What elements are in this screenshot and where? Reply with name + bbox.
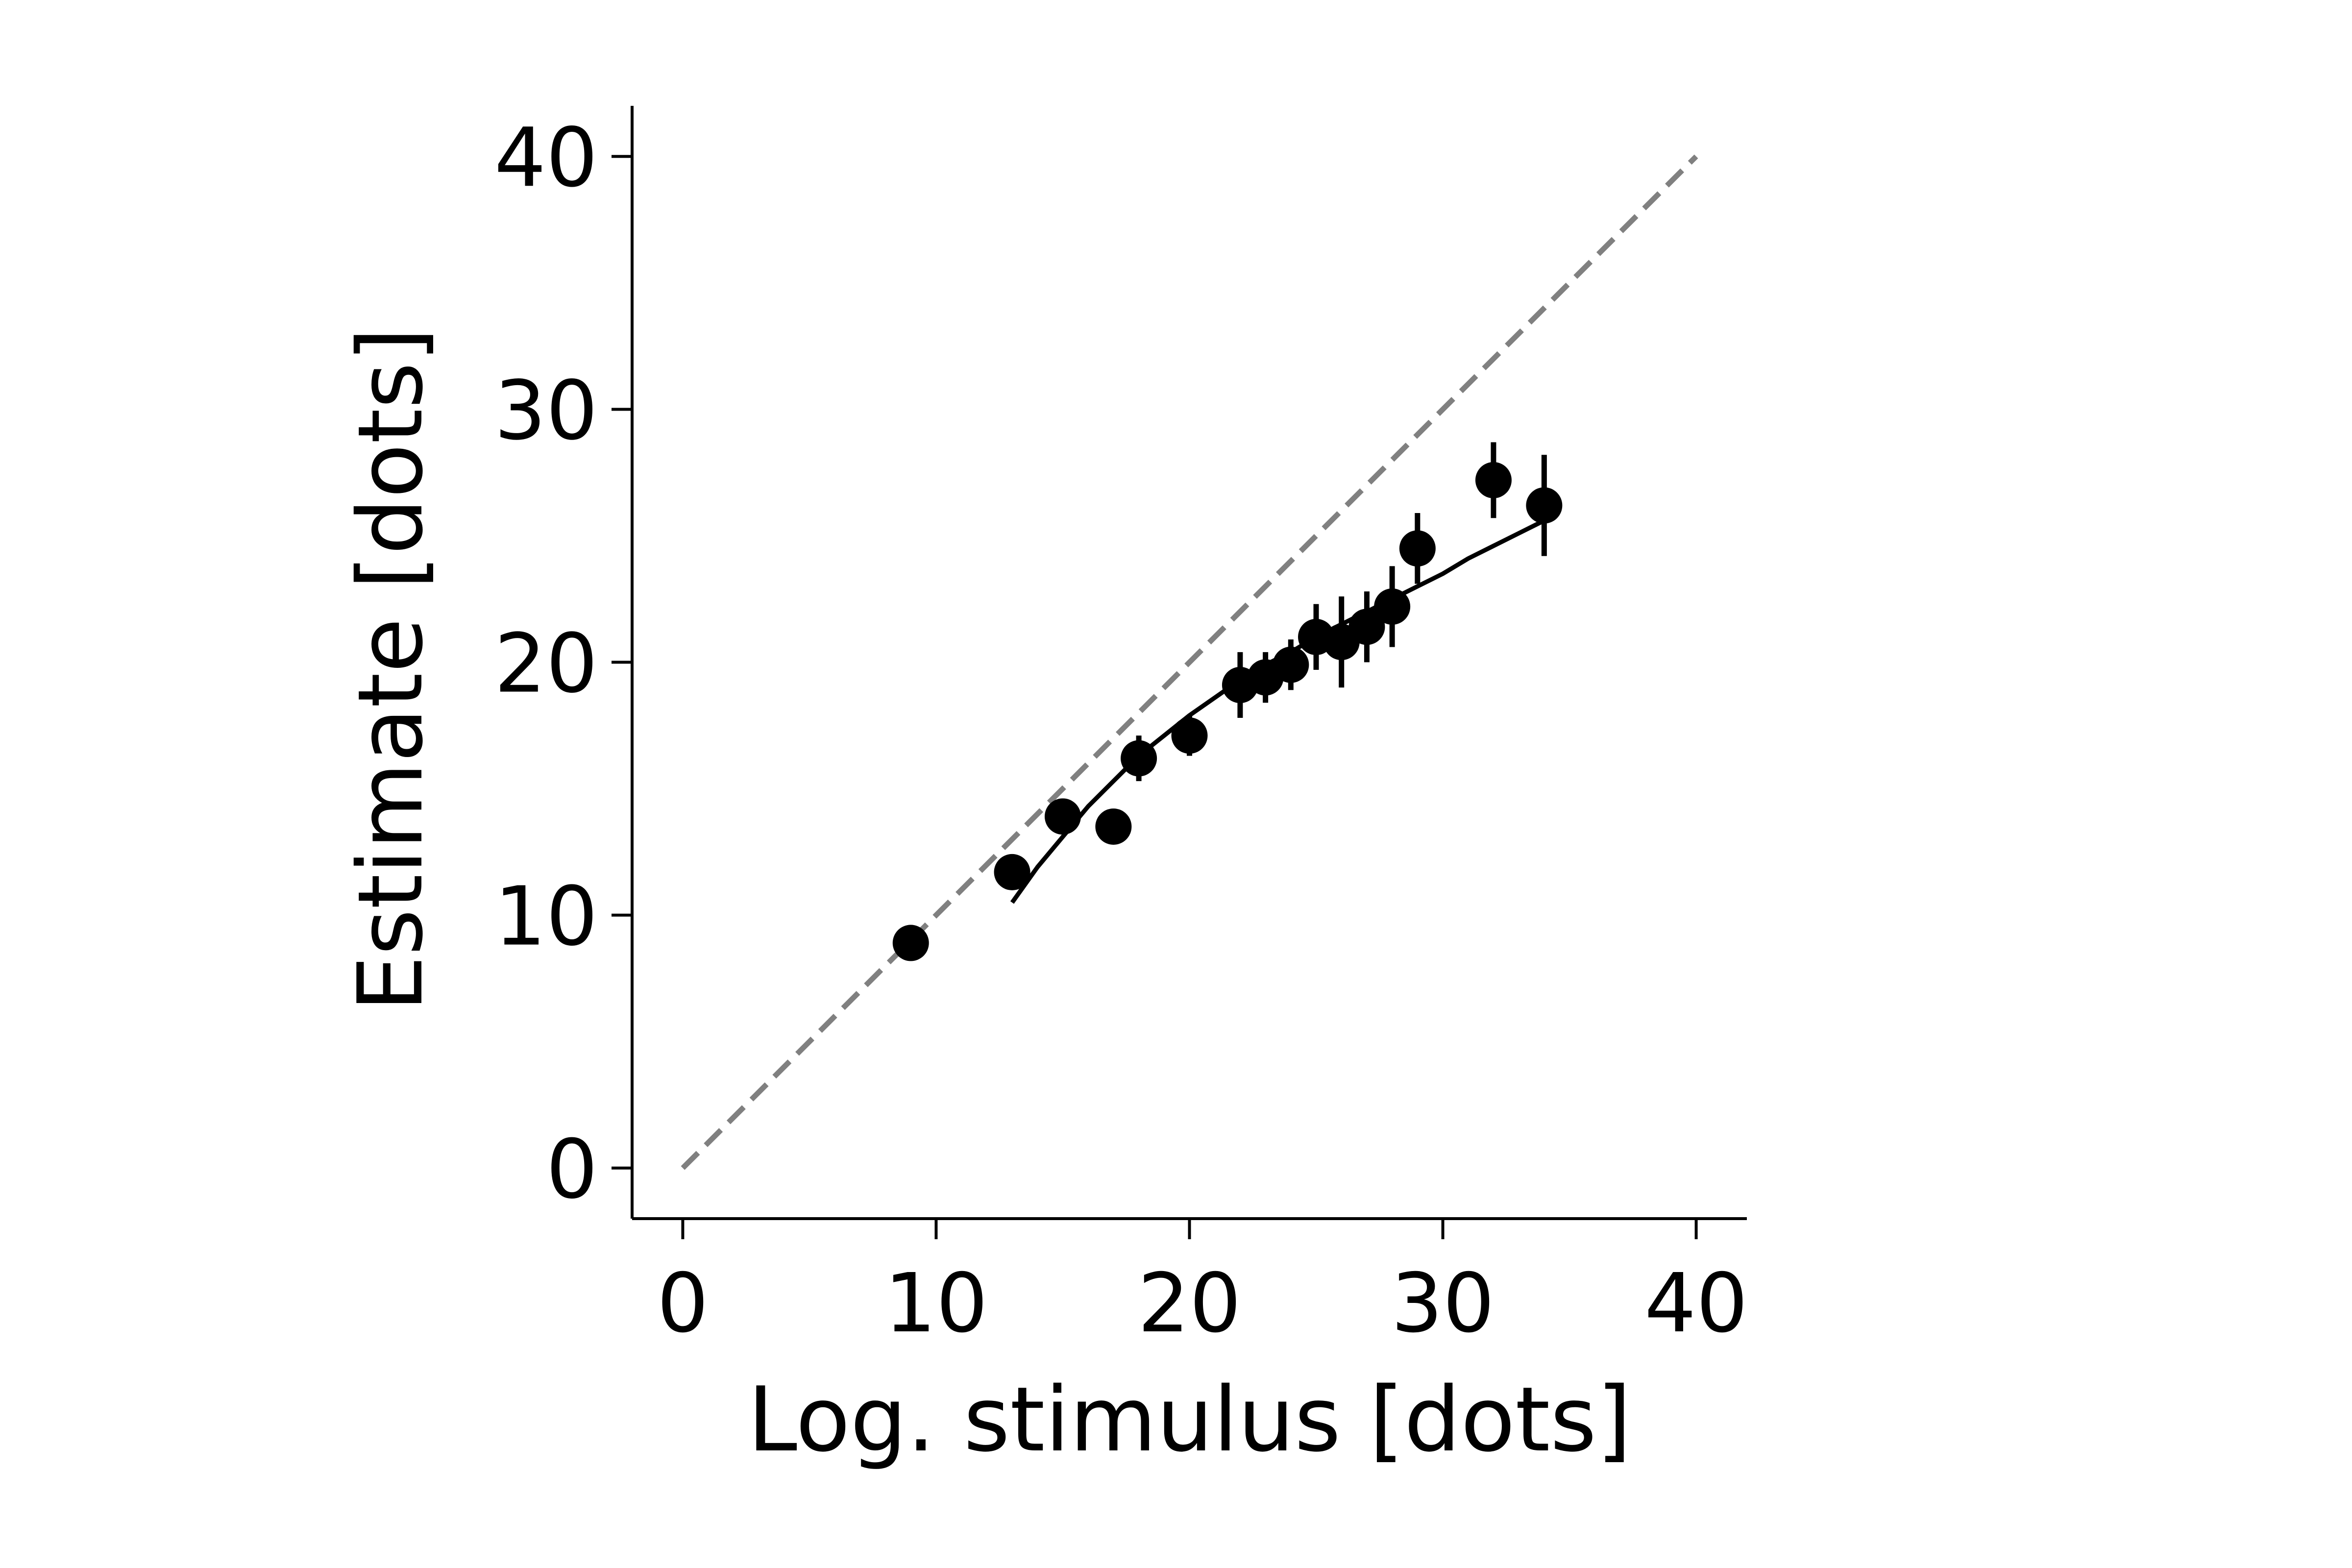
data-point [1526,455,1563,556]
y-tick-label: 30 [494,364,598,458]
point-marker [892,925,929,961]
x-tick-label: 30 [1391,1256,1494,1351]
x-tick-label: 10 [884,1256,988,1351]
x-tick-label: 40 [1644,1256,1748,1351]
y-tick-label: 40 [494,111,598,205]
point-marker [1171,717,1208,754]
data-point [892,925,929,961]
x-axis-ticks: 0 10 20 30 40 [657,1219,1748,1351]
y-axis-ticks: 0 10 20 30 40 [494,111,632,1217]
data-point [994,854,1030,890]
data-point [1044,798,1081,835]
data-points-layer [892,442,1563,961]
point-marker [1526,487,1563,524]
x-axis-title: Log. stimulus [dots] [748,1368,1632,1471]
point-marker [1044,798,1081,835]
identity-line-layer [681,154,1698,1170]
point-marker [1348,609,1385,645]
y-tick-label: 0 [546,1123,598,1217]
y-tick-label: 20 [494,617,598,711]
data-point [1323,596,1360,688]
point-marker [1095,808,1132,845]
axes: 0 10 20 30 40 0 10 20 30 40 [494,106,1748,1351]
data-point [1475,442,1512,518]
point-marker [994,854,1030,890]
x-tick-label: 0 [657,1256,709,1351]
fit-line [1010,518,1545,904]
data-point [1121,735,1157,782]
x-tick-label: 20 [1138,1256,1241,1351]
y-tick-label: 10 [494,870,598,964]
point-marker [1374,588,1411,625]
fit-line-layer [1010,518,1545,904]
data-point [1348,591,1385,662]
data-point [1399,513,1436,584]
data-point [1273,639,1309,690]
point-marker [1399,530,1436,567]
data-point [1374,566,1411,647]
y-axis-title: Estimate [dots] [339,327,442,1012]
identity-line [681,154,1698,1170]
data-point [1095,808,1132,845]
data-point [1171,715,1208,756]
point-marker [1273,646,1309,683]
point-marker [1121,740,1157,777]
point-marker [1475,462,1512,498]
